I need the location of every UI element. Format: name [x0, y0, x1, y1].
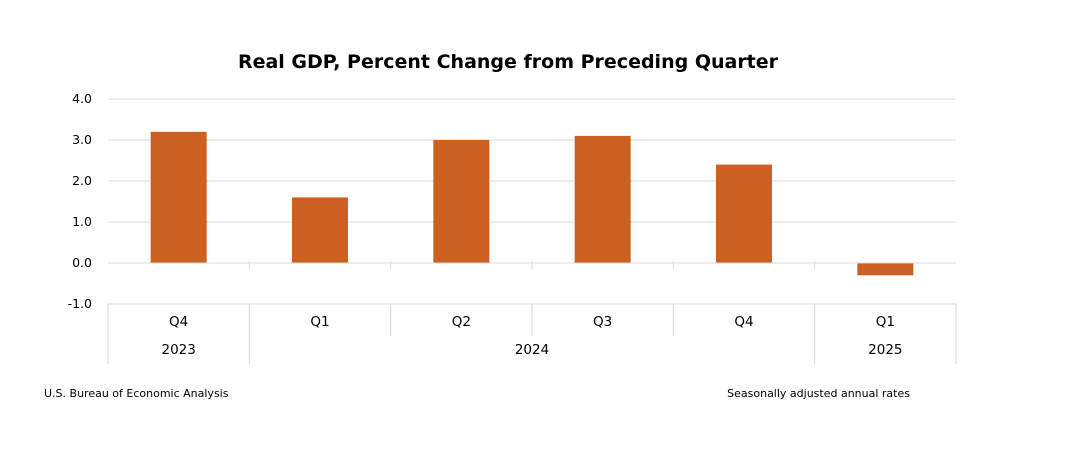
- chart-title: Real GDP, Percent Change from Preceding …: [238, 51, 779, 73]
- y-tick-label: -1.0: [68, 296, 92, 311]
- bar: [292, 197, 348, 263]
- y-tick-label: 2.0: [72, 173, 92, 188]
- rates-note: Seasonally adjusted annual rates: [727, 387, 910, 400]
- x-axis: Q4 Q1 Q2 Q3 Q4 Q1 2023 2024 2025: [107, 261, 957, 364]
- x-category-label: Q2: [452, 314, 471, 330]
- bars: [150, 131, 914, 276]
- x-category-label: Q4: [169, 314, 188, 330]
- y-axis-ticks: 4.0 3.0 2.0 1.0 0.0 -1.0: [68, 91, 92, 311]
- bar: [857, 263, 914, 276]
- bar: [433, 140, 490, 263]
- y-tick-label: 0.0: [72, 255, 92, 270]
- source-note: U.S. Bureau of Economic Analysis: [44, 387, 229, 400]
- x-year-label: 2024: [515, 342, 549, 358]
- x-category-label: Q1: [310, 314, 329, 330]
- x-category-label: Q4: [734, 314, 753, 330]
- y-tick-label: 1.0: [72, 214, 92, 229]
- bar: [150, 131, 207, 263]
- x-category-label: Q3: [593, 314, 612, 330]
- x-year-label: 2023: [161, 342, 195, 358]
- gridlines: [108, 98, 956, 305]
- x-category-label: Q1: [876, 314, 895, 330]
- y-tick-label: 4.0: [72, 91, 92, 106]
- y-tick-label: 3.0: [72, 132, 92, 147]
- bar: [716, 164, 772, 263]
- bar: [574, 135, 631, 263]
- x-year-label: 2025: [868, 342, 902, 358]
